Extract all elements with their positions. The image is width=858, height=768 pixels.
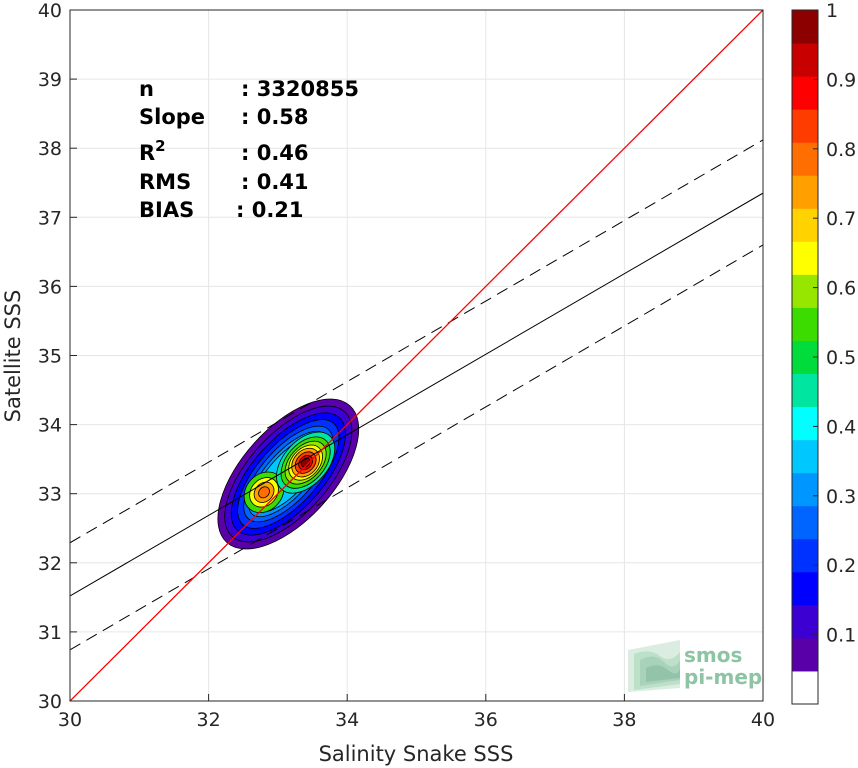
colorbar-swatch (792, 472, 818, 507)
x-tick-label: 40 (751, 709, 775, 731)
y-tick-label: 32 (38, 553, 62, 575)
colorbar-swatch (792, 274, 818, 308)
colorbar-tick-label: 0.1 (826, 625, 856, 647)
x-axis-label: Salinity Snake SSS (319, 742, 514, 766)
grid-lines (69, 9, 764, 702)
y-tick-label: 38 (38, 138, 62, 160)
y-tick-label: 39 (38, 69, 62, 91)
colorbar-swatch (792, 10, 818, 44)
colorbar-tick-label: 1 (826, 0, 838, 22)
y-tick-label: 34 (38, 415, 62, 437)
colorbar-swatch (792, 43, 818, 77)
x-tick-label: 32 (197, 709, 221, 731)
colorbar-swatch (792, 175, 818, 209)
stat-label: BIAS (139, 198, 194, 222)
y-tick-label: 30 (38, 691, 62, 713)
colorbar-swatch (792, 208, 818, 242)
stat-value: : 0.21 (236, 198, 304, 222)
colorbar-tick-label: 0.7 (826, 208, 856, 230)
stat-value: : 0.46 (241, 141, 309, 165)
colorbar-tick-label: 0.8 (826, 139, 856, 161)
logo-line2: pi-mep (684, 665, 762, 689)
rms-upper-line (70, 139, 763, 544)
y-tick-label: 33 (38, 484, 62, 506)
y-tick-label: 31 (38, 622, 62, 644)
colorbar-swatch (792, 505, 818, 540)
colorbar-swatch (792, 373, 818, 408)
colorbar-swatch (792, 604, 818, 639)
y-tick-label: 36 (38, 276, 62, 298)
x-tick-label: 38 (612, 709, 636, 731)
stat-label: RMS (139, 170, 191, 194)
colorbar-tick-label: 0.5 (826, 347, 856, 369)
colorbar-swatch (792, 142, 818, 176)
colorbar-swatch (792, 307, 818, 341)
logo-line1: smos (684, 643, 742, 667)
secondary-peak-band-3 (258, 486, 270, 499)
colorbar-tick-label: 0.6 (826, 278, 856, 300)
colorbar-swatch (792, 76, 818, 110)
x-tick-label: 30 (58, 709, 82, 731)
stat-label: Slope (139, 105, 205, 129)
y-tick-label: 35 (38, 346, 62, 368)
colorbar-tick-label: 0.3 (826, 486, 856, 508)
colorbar-swatch (792, 241, 818, 275)
rms-lower-line (70, 244, 763, 651)
statistics-box: n : 3320855 Slope : 0.58 R2 : 0.46 RMS : 0.41 BI… (139, 77, 359, 222)
stat-label: R2 (139, 137, 166, 165)
colorbar-tick-label: 0.9 (826, 69, 856, 91)
y-tick-label: 40 (38, 0, 62, 22)
regression-line (70, 192, 763, 597)
logo-waves-icon (628, 640, 680, 692)
colorbar-swatch (792, 571, 818, 606)
x-tick-label: 36 (474, 709, 498, 731)
colorbar-tick-label: 0.2 (826, 555, 856, 577)
colorbar-swatch (792, 439, 818, 474)
colorbar: 0.1 0.2 0.3 0.4 0.5 0.6 0.7 0.8 0.9 1 (791, 0, 856, 705)
smos-pi-mep-logo: smos pi-mep (628, 640, 762, 692)
density-contours (217, 398, 360, 550)
colorbar-tick-label: 0.4 (826, 416, 856, 438)
stat-label: n (139, 77, 154, 101)
y-axis-ticks: 30 31 32 33 34 35 36 37 38 39 40 (38, 0, 77, 713)
stat-value: : 3320855 (241, 77, 359, 101)
colorbar-swatch (792, 538, 818, 573)
x-axis-ticks: 30 32 34 36 38 40 (58, 694, 775, 731)
colorbar-swatch (792, 109, 818, 143)
colorbar-swatch (792, 406, 818, 441)
colorbar-swatch (792, 637, 818, 672)
y-tick-label: 37 (38, 207, 62, 229)
stat-value: : 0.41 (241, 170, 309, 194)
x-tick-label: 34 (335, 709, 359, 731)
y-axis-label: Satellite SSS (1, 290, 25, 423)
fit-lines (70, 10, 763, 701)
colorbar-swatch (792, 670, 818, 705)
stat-value: : 0.58 (241, 105, 309, 129)
identity-line (70, 10, 763, 701)
